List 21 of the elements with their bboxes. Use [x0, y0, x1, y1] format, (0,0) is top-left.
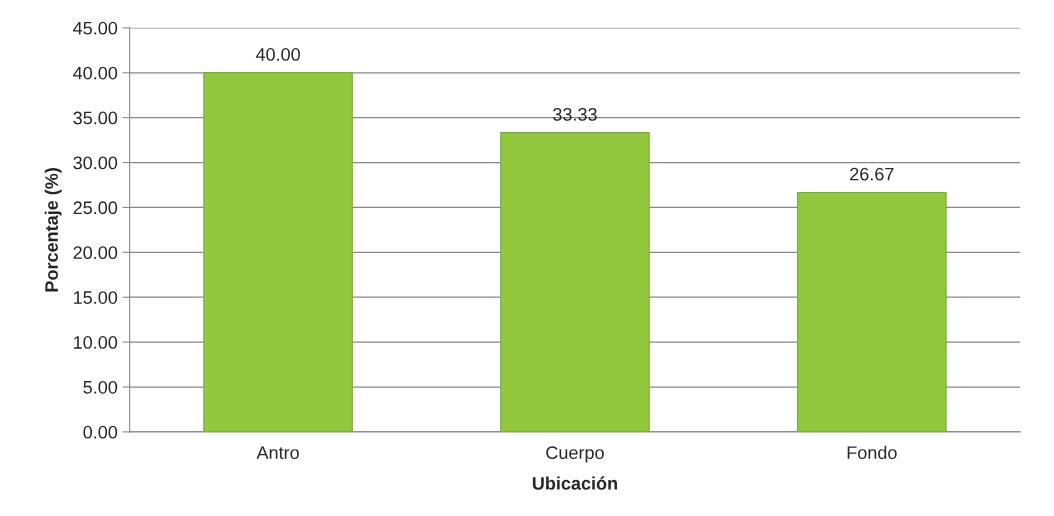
data-label: 33.33 — [553, 107, 597, 121]
y-tick-label: 5.00 — [83, 380, 118, 394]
y-tick-label: 35.00 — [73, 111, 118, 125]
y-tick-label: 40.00 — [73, 66, 118, 80]
y-tick-label: 45.00 — [73, 21, 118, 35]
data-label: 26.67 — [850, 167, 894, 181]
bar — [203, 72, 353, 432]
x-axis-title: Ubicación — [532, 476, 617, 490]
y-axis-title: Porcentaje (%) — [44, 168, 62, 292]
x-tick-label: Cuerpo — [546, 446, 604, 463]
y-tick-label: 25.00 — [73, 201, 118, 215]
bar — [797, 191, 947, 432]
y-tick-label: 10.00 — [74, 336, 118, 349]
data-label: 40.00 — [255, 48, 300, 61]
bar — [500, 132, 650, 432]
x-tick-label: Fondo — [847, 445, 897, 460]
y-tick-label: 0.00 — [83, 425, 118, 439]
y-tick-label: 30.00 — [73, 156, 118, 170]
x-tick-label: Antro — [256, 446, 299, 460]
y-tick-label: 20.00 — [73, 246, 118, 260]
y-tick-label: 15.00 — [74, 291, 118, 304]
